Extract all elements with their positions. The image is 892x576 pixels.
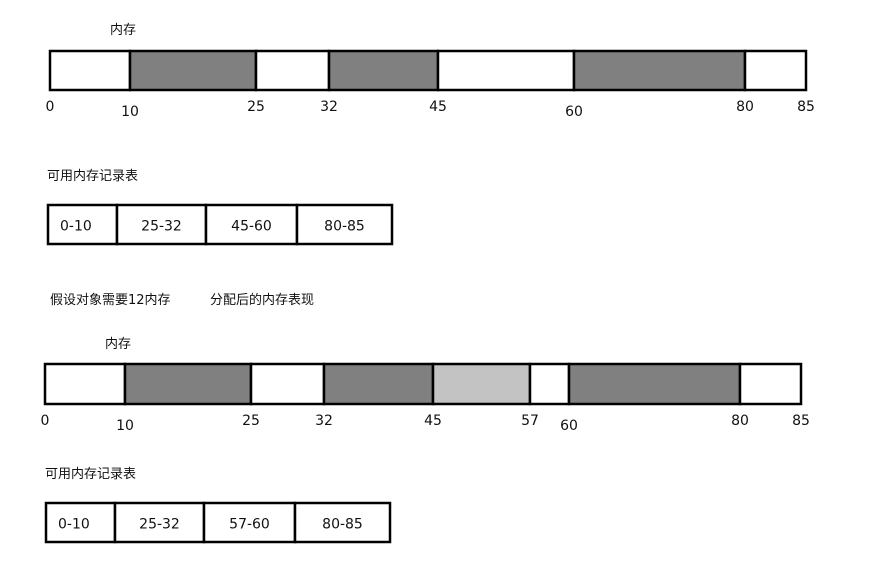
after-segment-free-5 — [528, 362, 571, 406]
before-tick-label-2: 25 — [247, 99, 265, 115]
after-tick-label-2: 25 — [242, 413, 260, 429]
after-title: 分配后的内存表现 — [210, 292, 314, 308]
before-table-cell-box-3 — [295, 203, 394, 246]
after-memory-bar — [43, 362, 803, 406]
before-segment-free-2 — [254, 49, 331, 92]
before-tick-label-5: 60 — [565, 104, 583, 120]
after-tick-label-8: 85 — [792, 413, 810, 429]
after-tick-label-3: 32 — [315, 413, 333, 429]
before-segment-free-0 — [48, 49, 132, 92]
before-segment-free-4 — [436, 49, 576, 92]
after-tick-labels: 0 10 25 32 45 57 60 80 85 — [41, 413, 810, 434]
before-table-cell-box-2 — [204, 203, 299, 246]
after-free-table-title: 可用内存记录表 — [45, 466, 136, 482]
before-tick-label-7: 85 — [797, 99, 815, 115]
after-table-cell-1: 25-32 — [139, 517, 180, 533]
after-segment-used-3 — [322, 362, 435, 406]
after-tick-label-1: 10 — [116, 418, 134, 434]
after-tick-label-5: 57 — [521, 413, 539, 429]
before-segment-free-6 — [743, 49, 808, 92]
after-table-cell-2: 57-60 — [229, 517, 270, 533]
after-segment-free-7 — [738, 362, 803, 406]
before-segment-used-1 — [128, 49, 258, 92]
before-free-memory-table: 0-10 25-32 45-60 80-85 — [46, 203, 394, 246]
before-tick-labels: 0 10 25 32 45 60 80 85 — [46, 99, 815, 120]
before-memory-heading: 内存 — [110, 22, 136, 38]
before-table-cell-3: 80-85 — [324, 219, 365, 235]
after-table-cell-box-0 — [44, 501, 117, 544]
after-tick-label-4: 45 — [424, 413, 442, 429]
before-tick-label-6: 80 — [736, 99, 754, 115]
after-free-memory-table: 0-10 25-32 57-60 80-85 — [44, 501, 392, 544]
after-section: 内存 0 10 25 32 45 57 60 80 85 可用内存记录表 0-10 25-32 57… — [41, 336, 810, 544]
before-section: 内存 0 10 25 32 45 60 80 85 可用内存记录表 0-10 25-32 45-6… — [46, 22, 815, 246]
after-table-cell-3: 80-85 — [322, 517, 363, 533]
after-segment-new-4 — [431, 362, 532, 406]
after-table-cell-box-3 — [293, 501, 392, 544]
before-tick-label-3: 32 — [320, 99, 338, 115]
after-table-cell-0: 0-10 — [58, 517, 90, 533]
before-table-cell-1: 25-32 — [141, 219, 182, 235]
after-tick-label-0: 0 — [41, 413, 50, 429]
after-segment-used-1 — [123, 362, 253, 406]
before-segment-used-3 — [327, 49, 440, 92]
before-table-cell-box-0 — [46, 203, 119, 246]
before-table-cell-0: 0-10 — [60, 219, 92, 235]
before-memory-bar — [48, 49, 808, 92]
after-table-cell-box-2 — [202, 501, 297, 544]
after-tick-label-6: 60 — [560, 418, 578, 434]
scenario-note: 假设对象需要12内存 — [50, 292, 171, 308]
before-free-table-title: 可用内存记录表 — [47, 168, 138, 184]
before-tick-label-4: 45 — [429, 99, 447, 115]
after-segment-free-0 — [43, 362, 127, 406]
before-tick-label-0: 0 — [46, 99, 55, 115]
after-segment-used-6 — [567, 362, 742, 406]
before-segment-used-5 — [572, 49, 747, 92]
before-tick-label-1: 10 — [121, 104, 139, 120]
before-table-cell-box-1 — [115, 203, 208, 246]
after-memory-heading: 内存 — [105, 336, 131, 352]
after-tick-label-7: 80 — [731, 413, 749, 429]
after-segment-free-2 — [249, 362, 326, 406]
before-table-cell-2: 45-60 — [231, 219, 272, 235]
